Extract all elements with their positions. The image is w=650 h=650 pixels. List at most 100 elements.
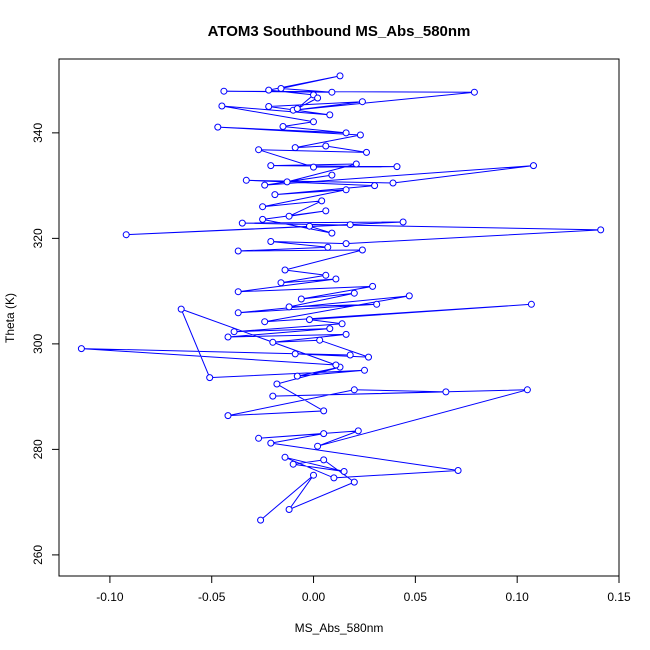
data-point <box>324 243 332 251</box>
data-point <box>259 203 267 211</box>
data-point <box>77 345 85 353</box>
data-point <box>470 88 478 96</box>
data-point <box>597 226 605 234</box>
data-point <box>338 320 346 328</box>
data-point <box>269 392 277 400</box>
data-point <box>265 103 273 110</box>
data-point <box>310 163 317 171</box>
data-point <box>285 506 293 513</box>
data-point <box>330 474 338 482</box>
data-point <box>332 361 340 369</box>
data-point <box>281 266 289 274</box>
data-point <box>214 123 222 131</box>
data-point <box>322 142 330 150</box>
data-point <box>352 160 360 168</box>
data-point <box>350 386 358 394</box>
data-point <box>255 146 263 154</box>
data-point <box>350 478 358 486</box>
data-point <box>363 148 370 156</box>
data-point <box>320 456 328 464</box>
data-point <box>322 271 330 279</box>
data-point <box>224 412 232 420</box>
data-point <box>224 333 232 341</box>
data-point <box>340 468 348 475</box>
data-point <box>328 171 336 179</box>
data-point <box>289 460 297 468</box>
data-point <box>342 330 350 338</box>
y-tick-label: 320 <box>31 228 45 248</box>
data-point <box>342 186 350 194</box>
data-point <box>291 350 299 358</box>
data-point <box>206 374 214 382</box>
data-point <box>326 111 334 119</box>
data-point <box>267 162 275 170</box>
data-point <box>371 182 379 190</box>
data-point <box>291 144 299 152</box>
data-point <box>277 279 285 287</box>
data-point <box>242 176 250 184</box>
data-point <box>332 275 340 283</box>
data-point <box>342 240 350 248</box>
data-point <box>346 221 354 229</box>
data-point <box>358 246 366 254</box>
data-point <box>265 86 273 94</box>
x-tick-label: 0.00 <box>302 590 326 604</box>
data-point <box>257 516 265 524</box>
data-point <box>442 388 450 396</box>
data-point <box>281 453 289 461</box>
x-tick-label: -0.10 <box>96 590 124 604</box>
data-point <box>320 407 328 415</box>
data-point <box>322 207 330 215</box>
data-point <box>454 467 462 474</box>
data-point <box>318 197 326 205</box>
data-point <box>336 72 344 80</box>
y-tick-label: 300 <box>31 334 45 354</box>
data-point <box>177 305 185 313</box>
data-point <box>316 336 324 344</box>
data-point <box>328 229 336 237</box>
data-point <box>285 303 293 311</box>
data-point <box>328 88 336 96</box>
data-point <box>365 353 372 361</box>
data-point <box>273 380 281 388</box>
data-point <box>326 325 334 333</box>
x-axis-label: MS_Abs_580nm <box>295 621 384 635</box>
data-point <box>356 131 364 139</box>
series-layer <box>77 72 605 524</box>
data-point <box>234 288 242 296</box>
data-point <box>277 85 285 92</box>
data-point <box>293 105 301 113</box>
data-point <box>306 222 313 230</box>
data-point <box>358 98 366 106</box>
series-line <box>81 75 601 521</box>
data-point <box>283 178 291 186</box>
data-point <box>267 238 275 245</box>
data-point <box>405 292 413 300</box>
x-axis: -0.10 -0.05 0.00 0.05 0.10 0.15 <box>96 575 631 604</box>
y-tick-label: 340 <box>31 123 45 143</box>
x-tick-label: -0.05 <box>198 590 226 604</box>
data-point <box>310 118 317 126</box>
x-tick-label: 0.05 <box>404 590 428 604</box>
y-axis-label: Theta (K) <box>3 293 17 343</box>
data-point <box>393 163 401 171</box>
y-tick-label: 280 <box>31 439 45 459</box>
data-point <box>218 102 226 110</box>
data-point <box>373 300 381 308</box>
data-point <box>297 295 305 303</box>
data-point <box>234 247 242 255</box>
data-point <box>399 218 407 226</box>
data-point <box>306 316 313 324</box>
data-point <box>122 231 130 239</box>
data-point <box>314 442 322 450</box>
data-point <box>350 289 358 297</box>
data-point <box>314 94 322 102</box>
data-point <box>271 191 279 199</box>
y-tick-label: 260 <box>31 545 45 565</box>
data-point <box>269 338 277 346</box>
data-point <box>346 351 354 359</box>
x-tick-label: 0.10 <box>506 590 530 604</box>
data-point <box>285 212 293 220</box>
data-point <box>342 129 350 137</box>
